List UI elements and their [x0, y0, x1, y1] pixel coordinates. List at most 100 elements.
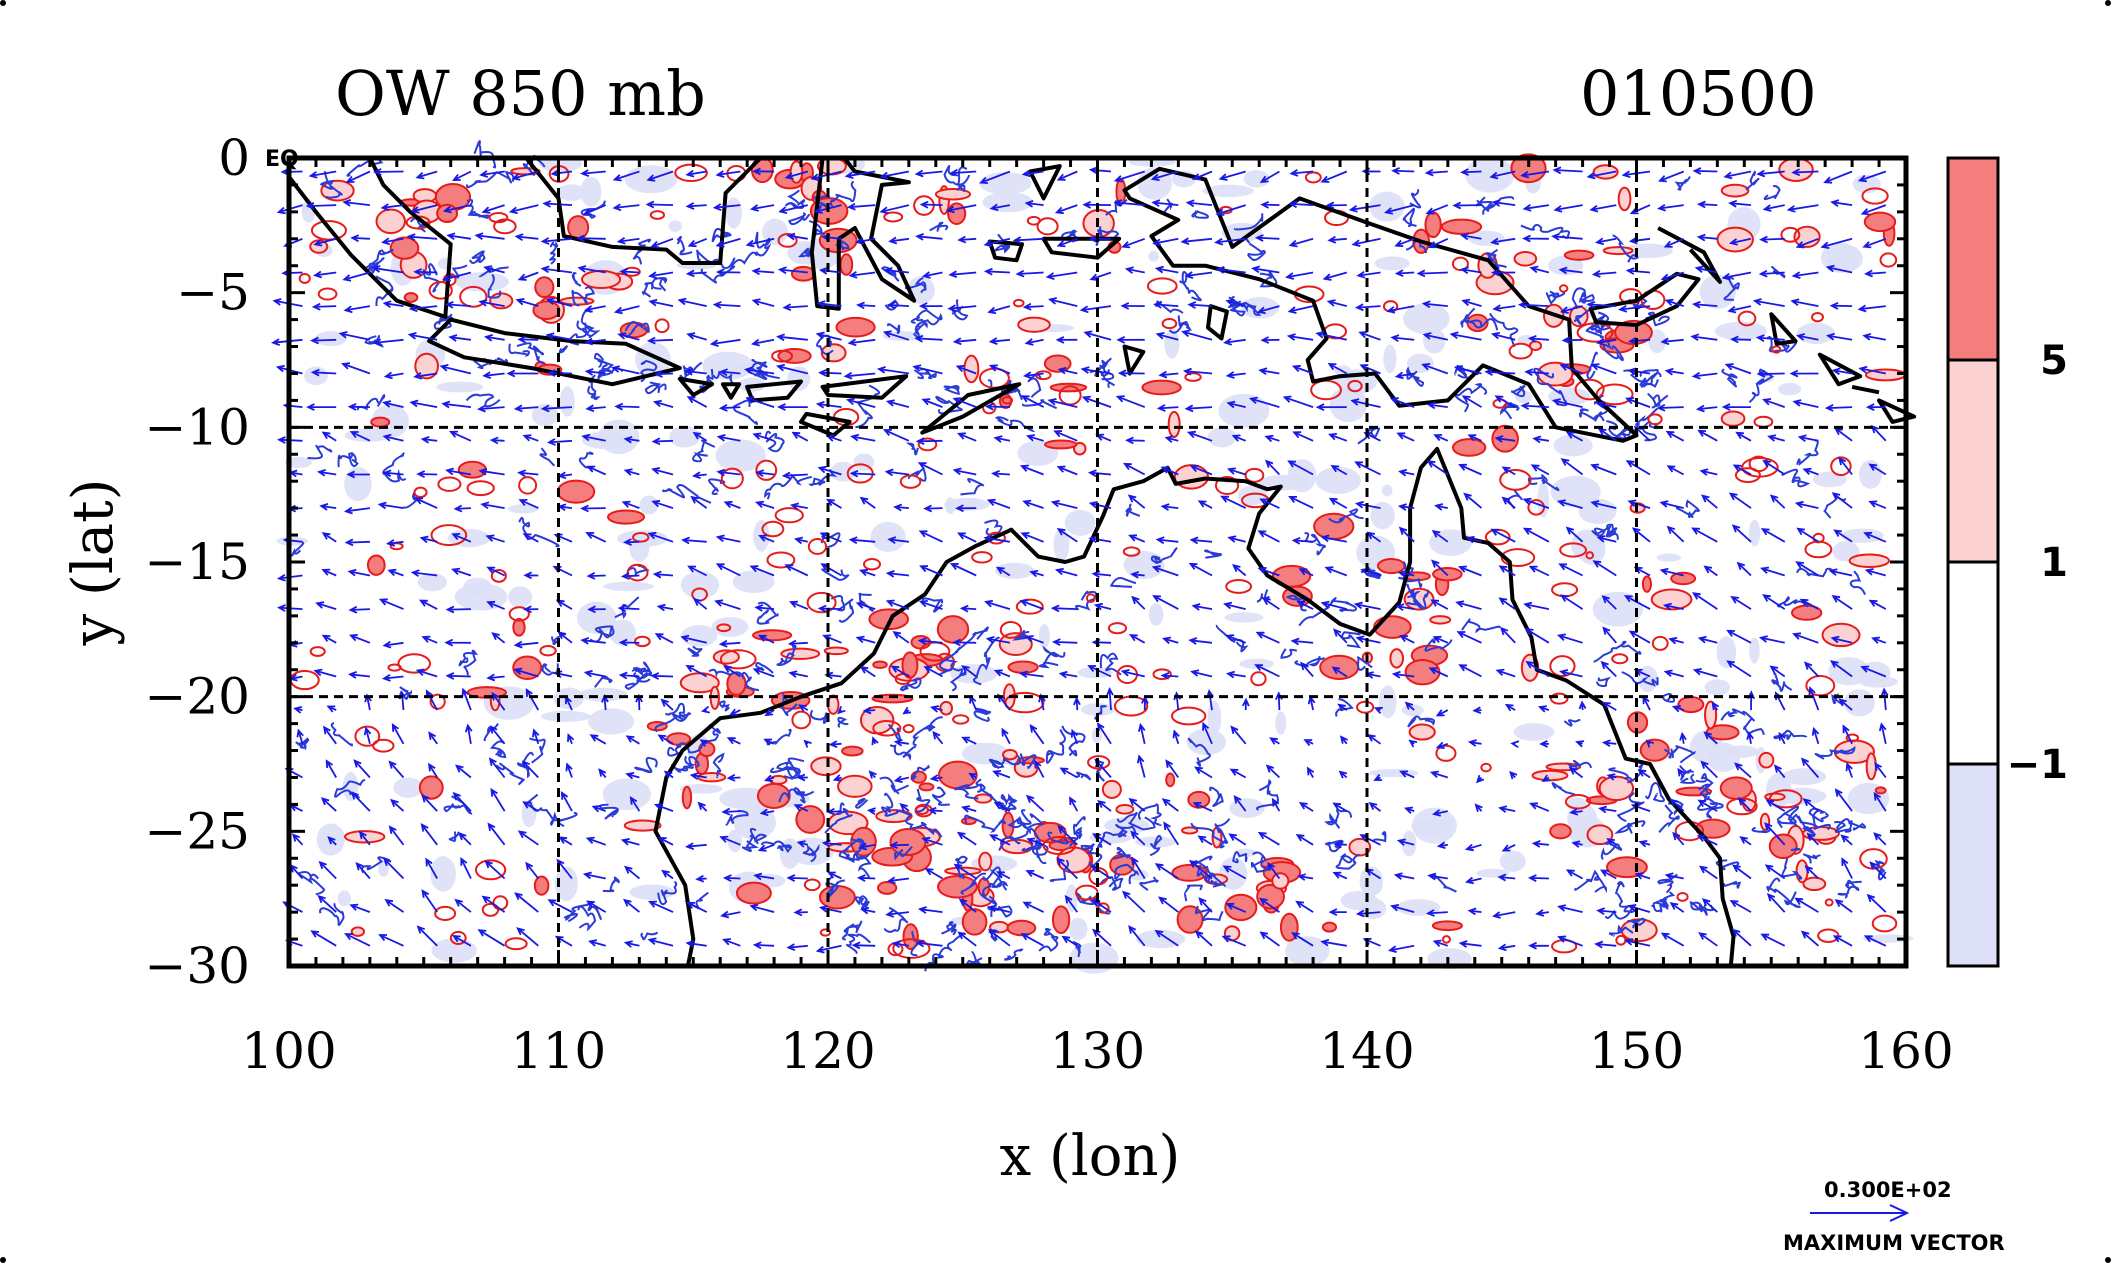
- wind-vector: [857, 842, 876, 851]
- wind-vector: [1290, 637, 1314, 646]
- negative-ow-contour: [1545, 290, 1566, 305]
- wind-vector: [1465, 535, 1482, 544]
- negative-ow-region: [725, 197, 742, 229]
- positive-ow-contour: [774, 507, 804, 524]
- wind-vector: [917, 462, 943, 476]
- wind-vector: [1578, 700, 1587, 711]
- wind-vector: [1226, 400, 1246, 409]
- wind-vector: [749, 565, 775, 577]
- y-tick-label: −30: [144, 937, 250, 995]
- wind-vector: [623, 435, 640, 444]
- positive-ow-contour: [1879, 252, 1898, 268]
- positive-ow-region: [567, 215, 590, 240]
- wind-vector: [1557, 935, 1583, 947]
- positive-ow-region: [1531, 769, 1569, 782]
- wind-vector: [618, 671, 640, 680]
- wind-vector: [776, 333, 808, 342]
- positive-ow-contour: [902, 724, 915, 734]
- wind-vector: [1106, 687, 1114, 711]
- wind-vector: [482, 371, 505, 379]
- positive-ow-contour: [1574, 378, 1605, 401]
- wind-vector: [726, 737, 741, 745]
- wind-vector: [697, 801, 708, 812]
- wind-vector: [382, 400, 404, 408]
- wind-vector: [451, 533, 472, 543]
- wind-vector: [580, 636, 606, 645]
- wind-vector: [650, 237, 674, 249]
- wind-vector: [1156, 404, 1179, 412]
- wind-vector: [1024, 338, 1044, 346]
- wind-vector: [1128, 797, 1146, 812]
- positive-ow-contour: [504, 937, 528, 951]
- negative-ow-region: [1476, 868, 1510, 878]
- wind-vector: [1165, 759, 1180, 779]
- negative-ow-contour: [1674, 176, 1691, 191]
- wind-vector: [1628, 236, 1651, 245]
- wind-vector: [879, 204, 910, 215]
- negative-ow-contour: [1049, 729, 1066, 756]
- wind-vector: [1663, 669, 1684, 678]
- negative-ow-contour: [1045, 750, 1055, 764]
- wind-vector: [1128, 534, 1146, 543]
- wind-vector: [588, 939, 606, 947]
- wind-vector: [1517, 301, 1549, 309]
- wind-vector: [885, 570, 909, 578]
- negative-ow-contour: [854, 895, 870, 910]
- wind-vector: [787, 639, 808, 648]
- negative-ow-contour: [1593, 640, 1642, 663]
- negative-ow-contour: [1771, 672, 1793, 693]
- negative-ow-contour: [1196, 864, 1218, 886]
- negative-ow-region: [1370, 501, 1395, 530]
- negative-ow-contour: [1109, 577, 1137, 588]
- wind-vector: [1404, 806, 1415, 814]
- negative-ow-region: [966, 498, 980, 508]
- positive-ow-contour: [1500, 548, 1536, 567]
- wind-vector: [522, 434, 539, 442]
- positive-ow-region: [1620, 918, 1658, 943]
- wind-vector: [1569, 808, 1583, 816]
- wind-vector: [918, 600, 943, 610]
- wind-vector: [700, 705, 711, 714]
- wind-vector: [1328, 433, 1348, 442]
- wind-vector: [586, 900, 607, 913]
- negative-ow-contour: [747, 361, 768, 381]
- wind-vector: [1226, 467, 1246, 476]
- wind-vector: [1285, 271, 1314, 280]
- wind-vector: [817, 604, 842, 613]
- negative-ow-contour: [1721, 368, 1738, 388]
- wind-vector: [956, 432, 977, 442]
- positive-ow-region: [961, 908, 988, 936]
- wind-vector: [1662, 602, 1684, 611]
- negative-ow-contour: [1835, 818, 1867, 831]
- wind-vector: [947, 304, 977, 312]
- positive-ow-contour: [1527, 499, 1546, 516]
- coastline-java: [427, 317, 682, 387]
- wind-vector: [591, 805, 607, 813]
- wind-vector: [481, 204, 505, 214]
- positive-ow-contour: [493, 218, 517, 235]
- negative-ow-contour: [1697, 801, 1724, 819]
- wind-vector: [1136, 754, 1146, 778]
- wind-vector: [625, 735, 640, 745]
- negative-ow-contour: [725, 809, 749, 826]
- wind-vector: [315, 601, 337, 610]
- wind-vector: [1597, 427, 1617, 442]
- negative-ow-contour: [631, 667, 653, 680]
- wind-vector: [1556, 499, 1583, 509]
- positive-ow-region: [534, 276, 555, 299]
- wind-vector: [1254, 234, 1280, 242]
- negative-ow-contour: [954, 855, 968, 880]
- wind-vector: [1367, 733, 1382, 745]
- wind-vector: [532, 728, 540, 745]
- negative-ow-contour: [760, 840, 793, 854]
- colorbar-label: −1: [2007, 742, 2068, 788]
- wind-vector: [955, 504, 977, 513]
- negative-ow-region: [1844, 689, 1876, 717]
- wind-vector: [648, 271, 674, 279]
- positive-ow-region: [1614, 319, 1653, 346]
- wind-vector: [1880, 687, 1889, 711]
- wind-vector: [991, 469, 1010, 478]
- wind-vector: [751, 298, 775, 307]
- positive-ow-region: [1043, 354, 1072, 373]
- positive-ow-contour: [429, 693, 446, 710]
